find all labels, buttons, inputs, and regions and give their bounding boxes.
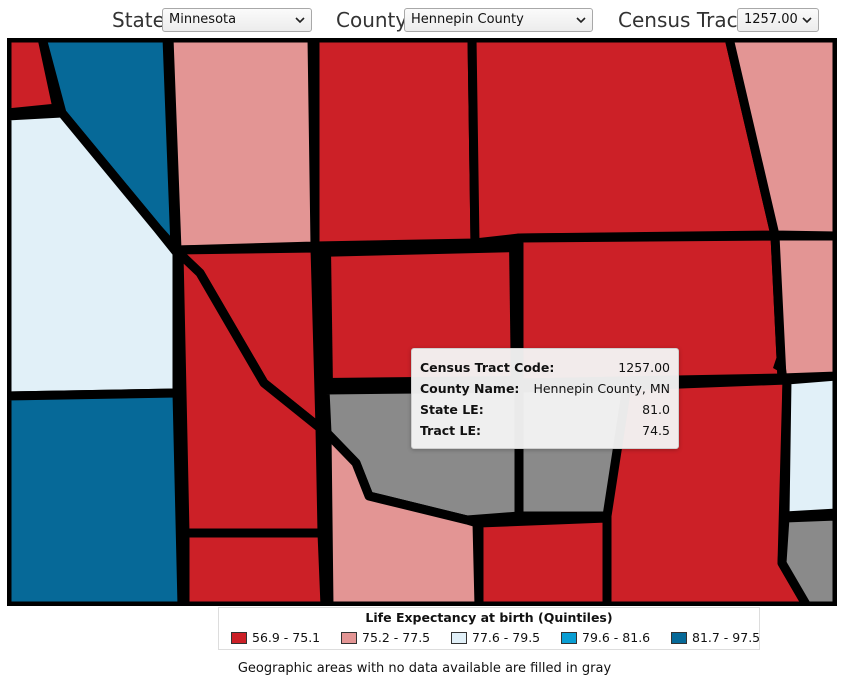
chevron-down-icon <box>802 17 812 24</box>
legend-swatch <box>561 632 577 644</box>
census-tract-select-value: 1257.00 <box>744 12 798 27</box>
legend-item-label: 79.6 - 81.6 <box>582 630 651 645</box>
tract-polygon[interactable] <box>474 513 612 606</box>
no-data-footnote: Geographic areas with no data available … <box>237 661 612 676</box>
state-select-value: Minnesota <box>169 12 237 27</box>
tract-polygon[interactable] <box>180 528 330 606</box>
legend-item-label: 75.2 - 77.5 <box>362 630 431 645</box>
tooltip-row: Census Tract Code: 1257.00 <box>420 358 670 378</box>
legend-title: Life Expectancy at birth (Quintiles) <box>365 610 613 625</box>
tract-polygon[interactable] <box>770 231 837 383</box>
filter-bar: State Minnesota County Hennepin County C… <box>0 4 849 34</box>
legend-swatch <box>451 632 467 644</box>
tract-polygon[interactable] <box>780 371 837 521</box>
tract-polygon[interactable] <box>7 388 187 606</box>
tract-polygon[interactable] <box>777 511 837 606</box>
tooltip-value: Hennepin County, MN <box>533 381 670 396</box>
tract-polygon[interactable] <box>164 38 320 255</box>
legend-swatch <box>671 632 687 644</box>
map-legend: Life Expectancy at birth (Quintiles) 56.… <box>218 607 760 650</box>
chevron-down-icon <box>576 17 586 24</box>
tooltip-row: State LE: 81.0 <box>420 400 670 420</box>
tract-polygon[interactable] <box>724 38 837 241</box>
legend-item-label: 77.6 - 79.5 <box>472 630 541 645</box>
state-label: State <box>112 8 165 32</box>
county-select-value: Hennepin County <box>411 12 524 27</box>
tract-polygon[interactable] <box>322 428 484 606</box>
tract-tooltip: Census Tract Code: 1257.00 County Name: … <box>411 348 679 449</box>
legend-item-label: 81.7 - 97.5 <box>692 630 761 645</box>
county-label: County <box>336 8 408 32</box>
tooltip-value: 81.0 <box>642 402 670 417</box>
chevron-down-icon <box>295 17 305 24</box>
legend-swatch <box>231 632 247 644</box>
census-tract-label: Census Tract <box>618 8 746 32</box>
tooltip-key: Tract LE: <box>420 423 481 438</box>
state-select[interactable]: Minnesota <box>162 8 312 32</box>
census-tract-map[interactable] <box>7 38 837 606</box>
tooltip-key: County Name: <box>420 381 520 396</box>
tooltip-value: 1257.00 <box>618 360 670 375</box>
tract-polygon[interactable] <box>310 38 480 251</box>
tooltip-key: State LE: <box>420 402 484 417</box>
tooltip-key: Census Tract Code: <box>420 360 555 375</box>
tract-polygon[interactable] <box>467 38 780 248</box>
tooltip-value: 74.5 <box>642 423 670 438</box>
legend-swatch <box>341 632 357 644</box>
census-tract-select[interactable]: 1257.00 <box>737 8 819 32</box>
legend-item-label: 56.9 - 75.1 <box>252 630 321 645</box>
tooltip-row: County Name: Hennepin County, MN <box>420 379 670 399</box>
county-select[interactable]: Hennepin County <box>404 8 593 32</box>
tooltip-row: Tract LE: 74.5 <box>420 421 670 441</box>
